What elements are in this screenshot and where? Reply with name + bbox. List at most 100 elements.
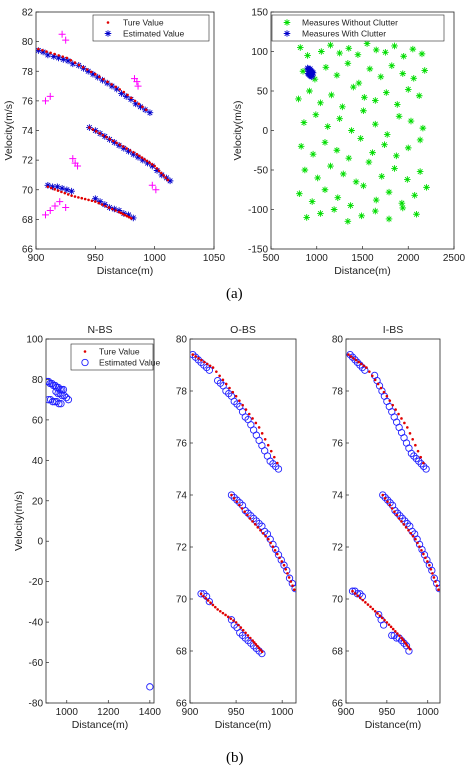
true-value-point [244,631,247,635]
true-value-point [373,609,377,613]
y-tick-label: 80 [22,37,34,48]
true-value-point [387,623,391,626]
point-star-0 [381,141,388,149]
y-tick-label: -20 [29,577,44,588]
point-star-0 [350,83,357,91]
true-value-point [378,614,382,618]
true-value-point [431,572,434,575]
point-star-0 [369,149,376,156]
true-value-point [122,145,125,148]
true-value-point [94,130,98,133]
true-value-point [383,618,386,622]
point-circle-0 [205,366,214,374]
point-star-0 [144,159,151,167]
point-star-0 [322,64,330,71]
point-circle-0 [258,649,266,658]
true-value-point [135,152,139,156]
true-value-point [383,497,387,500]
point-star-0 [372,97,379,104]
point-circle-0 [346,350,354,359]
true-value-point [102,77,105,81]
y-tick-label: -40 [29,618,44,629]
true-value-point [224,382,228,386]
true-value-point [256,644,259,648]
true-value-point [244,408,248,411]
true-value-point [98,75,101,79]
point-star-0 [158,171,166,179]
point-circle-0 [410,452,418,460]
point-star-0 [413,210,420,218]
true-value-point [164,176,167,179]
x-tick-label: 500 [263,253,280,264]
true-value-point [232,619,235,622]
y-tick-label: 82 [22,8,34,19]
point-star-0 [393,101,401,108]
true-value-point [101,133,105,137]
x-tick-label: 900 [182,707,199,718]
point-star-0 [103,79,111,87]
y-tick-label: 100 [251,47,268,58]
point-star-0 [303,214,310,221]
true-value-point [424,556,427,560]
point-star-0 [300,119,308,126]
y-tick-label: 70 [176,595,188,606]
point-star-0 [321,139,329,146]
true-value-point [390,507,394,510]
point-circle-0 [391,506,399,515]
x-axis-label: Distance(m) [334,265,391,277]
point-star-0 [361,94,368,101]
point-circle-0 [64,396,73,404]
true-value-point [41,49,44,52]
true-value-point [400,520,403,523]
point-star-1 [309,71,316,79]
point-star-0 [68,187,75,195]
point-star-0 [92,195,99,202]
true-value-point [292,588,296,592]
y-tick-label: 20 [32,496,44,507]
point-plus-1 [62,204,70,212]
true-value-point [379,386,383,390]
chart-b3: 900 950 1000 66 68 70 72 74 76 78 80 Distance(m) I-B… [332,324,441,731]
true-value-point [205,362,209,366]
point-star-0 [137,103,144,111]
true-value-point [272,455,276,459]
true-value-point [364,601,367,604]
point-star-0 [419,124,427,132]
point-star-0 [352,178,360,186]
plot-area [189,338,297,704]
point-plus-1 [46,92,54,100]
point-plus-1 [41,97,49,105]
point-plus-1 [62,36,70,44]
y-tick-label: 70 [332,595,344,606]
point-star-0 [391,165,398,172]
y-tick-label: 72 [22,156,34,167]
true-value-point [414,443,417,447]
true-value-point [215,370,218,373]
true-value-point [257,646,261,650]
true-value-point [386,500,389,503]
x-tick-label: 950 [379,707,396,718]
true-value-point [118,88,122,91]
true-value-point [358,596,362,600]
point-star-0 [360,182,367,190]
true-value-point [221,611,225,615]
true-value-point [397,412,400,416]
true-value-point [254,643,258,646]
true-value-point [414,537,417,541]
true-value-point [53,52,56,56]
point-star-0 [36,47,42,54]
legend-label: Measures Without Clutter [302,18,398,28]
legend-marker [83,350,87,353]
true-value-point [57,54,61,57]
point-star-0 [393,152,400,160]
x-tick-label: 900 [338,707,355,718]
point-star-0 [372,46,380,54]
true-value-point [70,194,73,197]
legend-marker [283,30,291,37]
true-value-point [111,139,115,143]
point-circle-0 [52,387,60,396]
point-star-0 [345,45,353,52]
true-value-point [63,191,67,195]
point-star-0 [395,112,403,120]
point-star-0 [344,60,352,67]
